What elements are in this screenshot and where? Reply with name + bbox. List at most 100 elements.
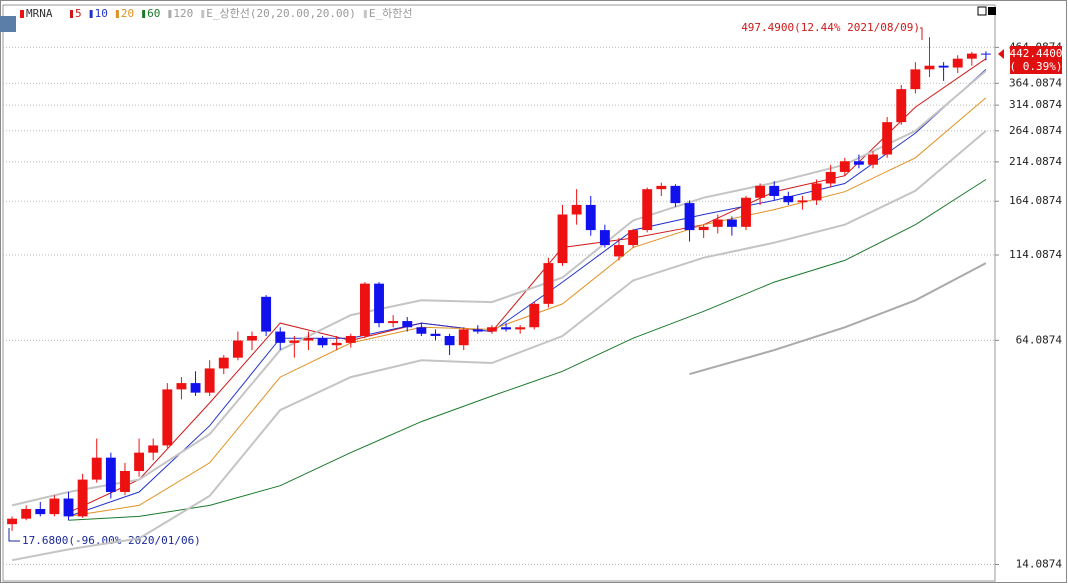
indicator-line [68,179,987,521]
candle-body [331,342,342,346]
candle-body [458,329,469,346]
candle-body [614,245,624,257]
legend-symbol: MRNA [26,7,53,20]
candle-body [981,53,991,55]
candle-body [726,219,737,227]
candle-body [501,327,511,330]
legend-label: 60 [147,7,160,20]
candle-body [345,335,356,343]
candle-body [148,445,159,453]
candle-body [938,65,949,68]
candle-body [882,122,893,155]
candle-body [416,327,427,334]
y-tick-label: 264.0874 [1009,124,1062,137]
candle-body [49,498,60,515]
high-annotation: 497.4900(12.44% 2021/08/09) [741,21,920,34]
candle-body [952,58,963,68]
candle-body [797,200,808,203]
y-tick-label: 14.0874 [1016,557,1063,570]
candle-body [642,189,653,231]
candle-body [755,185,766,198]
legend-swatch [115,10,119,18]
candle-body [204,368,215,393]
candle-body [853,161,864,165]
candle-body [825,171,836,184]
candle-body [317,338,328,346]
window-button[interactable] [977,6,987,16]
candle-body [7,518,17,525]
candle-body [670,185,681,204]
legend-swatch [89,10,93,18]
candle-body [120,470,130,492]
indicator-line [68,97,987,517]
candle-body [247,335,257,341]
corner-icon[interactable] [0,16,16,32]
candle-body [487,327,497,332]
candle-body [303,338,314,341]
legend-swatch [201,10,205,18]
last-price: 442.4400 [1010,47,1063,60]
legend-label: E_상한선(20,20.00,20.00) [206,7,356,20]
legend-label: 5 [75,7,82,20]
annotation-leader [920,27,923,40]
candle-body [374,283,384,324]
candle-body [402,321,413,328]
candle-body [811,183,822,201]
candle-body [896,89,907,123]
candle-body [162,389,173,446]
candle-body [275,331,286,343]
candle-body [515,327,526,330]
y-tick-label: 364.0874 [1009,76,1062,89]
candle-body [585,204,596,231]
candle-body [529,303,540,328]
y-tick-label: 214.0874 [1009,155,1062,168]
candle-body [557,214,568,264]
candle-body [599,230,610,246]
candle-body [966,53,977,59]
candle-body [698,226,709,231]
candle-body [21,508,32,519]
last-price-box [1010,46,1062,74]
candle-body [218,357,229,369]
legend-swatch [70,10,73,18]
candle-body [924,65,935,70]
candle-body [261,296,272,332]
legend-swatch [142,10,146,18]
indicator-line [68,69,987,517]
indicator-line [11,130,987,562]
candle-body [289,340,300,343]
candle-body [839,161,850,172]
indicator-line [689,262,987,376]
legend-swatch [20,10,24,18]
window-button[interactable] [988,7,996,15]
legend-label: 120 [173,7,193,20]
candle-body [35,508,46,515]
candle-body [472,329,483,332]
low-annotation: 17.6800(-96.00% 2020/01/06) [22,534,201,547]
candle-body [769,185,780,196]
candle-body [232,340,243,358]
candle-body [684,203,695,231]
candle-body [444,335,455,346]
candle-body [77,479,88,517]
indicator-line [11,70,987,507]
candle-body [359,283,370,336]
legend-swatch [168,10,172,18]
legend: MRNA 5 10 20 60 120 E_상한선(20,20.00,20.00) E_하한… [20,6,412,20]
candle-body [388,321,399,324]
candle-body [176,383,187,390]
candle-body [571,204,582,215]
candle-body [628,230,639,246]
annotation-leader [8,528,20,542]
y-tick-label: 164.0874 [1009,194,1062,207]
legend-label: 10 [95,7,108,20]
candle-body [105,457,116,492]
candle-body [134,452,145,471]
last-price-pointer [998,49,1004,59]
candle-body [543,263,554,304]
candle-body [190,383,201,393]
legend-label: 20 [121,7,134,20]
price-change: ( 0.39%) [1010,60,1063,73]
